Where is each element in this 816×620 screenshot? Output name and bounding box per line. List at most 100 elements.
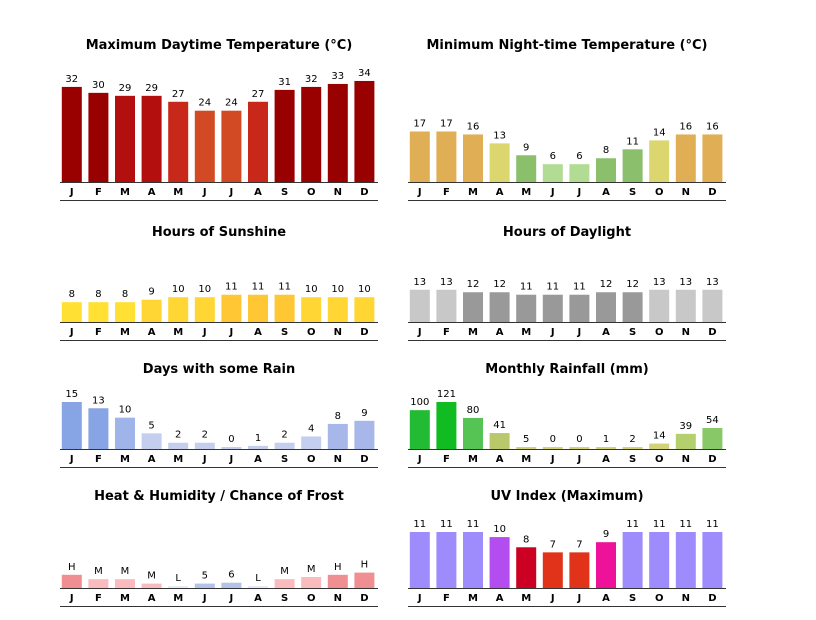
- tick-label: N: [334, 187, 342, 198]
- tick-label: O: [655, 187, 664, 198]
- tick-label: A: [602, 327, 610, 338]
- data-label: 121: [437, 389, 456, 400]
- tick-label: J: [69, 593, 74, 604]
- bar: [248, 586, 268, 588]
- data-label: 24: [225, 98, 238, 109]
- bar: [141, 433, 162, 449]
- data-label: 14: [653, 127, 666, 138]
- bar: [354, 80, 375, 182]
- bar: [327, 574, 348, 588]
- tick-label: A: [254, 454, 262, 465]
- data-label: 11: [653, 519, 666, 530]
- bar: [489, 433, 510, 449]
- tick-label: F: [443, 187, 450, 198]
- data-label: 11: [626, 519, 639, 530]
- bar: [596, 542, 616, 588]
- tick-label: F: [95, 187, 102, 198]
- chart-panel: Heat & Humidity / Chance of Frost H J M F M M M…: [60, 489, 378, 607]
- bar: [301, 86, 322, 182]
- chart-title: Hours of Daylight: [503, 225, 631, 240]
- chart-panel: Monthly Rainfall (mm) 100 J 121 F 80 M 41 A 5 M 0 J 0…: [408, 362, 726, 468]
- tick-label: D: [360, 327, 368, 338]
- data-label: 54: [706, 415, 719, 426]
- tick-label: S: [629, 454, 636, 465]
- bar: [542, 294, 563, 322]
- data-label: 15: [65, 389, 78, 400]
- data-label: 31: [278, 77, 291, 88]
- data-label: 100: [410, 397, 429, 408]
- data-label: 30: [92, 80, 105, 91]
- bar: [194, 442, 215, 449]
- tick-label: J: [69, 187, 74, 198]
- data-label: L: [175, 573, 181, 584]
- data-label: 11: [278, 282, 291, 293]
- bar: [61, 86, 82, 182]
- data-label: 11: [679, 519, 692, 530]
- tick-label: M: [468, 187, 478, 198]
- data-label: 9: [361, 408, 367, 419]
- data-label: 13: [92, 395, 105, 406]
- data-label: 24: [198, 98, 211, 109]
- chart-panel: UV Index (Maximum) 11 J 11 F 11 M 10 A 8 M 7 J 7 J 9 A 11…: [408, 489, 726, 607]
- data-label: M: [147, 571, 156, 582]
- bar: [221, 447, 242, 449]
- bar: [301, 577, 322, 588]
- bar: [168, 101, 189, 182]
- data-label: 13: [413, 277, 426, 288]
- bar: [596, 158, 616, 182]
- bar: [88, 579, 109, 588]
- bar: [354, 297, 375, 322]
- tick-label: A: [496, 187, 504, 198]
- bar: [542, 447, 563, 449]
- data-label: M: [280, 566, 289, 577]
- tick-label: A: [602, 187, 610, 198]
- bar: [516, 447, 537, 449]
- data-label: 11: [413, 519, 426, 530]
- data-label: 16: [706, 121, 719, 132]
- bar: [141, 95, 162, 182]
- bar: [61, 302, 82, 322]
- bar: [675, 289, 696, 322]
- bar: [141, 583, 162, 588]
- data-label: 14: [653, 431, 666, 442]
- bar: [274, 579, 295, 588]
- tick-label: S: [281, 327, 288, 338]
- tick-label: J: [202, 327, 207, 338]
- chart-title: Maximum Daytime Temperature (°C): [86, 38, 353, 53]
- bar: [221, 294, 242, 322]
- data-label: 11: [440, 519, 453, 530]
- tick-label: F: [95, 593, 102, 604]
- bar: [409, 532, 430, 588]
- tick-label: J: [229, 593, 234, 604]
- data-label: 4: [308, 423, 314, 434]
- data-label: 17: [440, 118, 453, 129]
- data-label: 8: [69, 289, 75, 300]
- bar: [301, 297, 322, 322]
- data-label: 9: [523, 142, 529, 153]
- data-label: 11: [467, 519, 480, 530]
- bar: [194, 297, 215, 322]
- data-label: H: [334, 562, 342, 573]
- data-label: 11: [225, 282, 238, 293]
- tick-label: A: [254, 593, 262, 604]
- tick-label: M: [521, 593, 531, 604]
- tick-label: M: [120, 327, 130, 338]
- bar: [463, 292, 483, 322]
- data-label: 32: [65, 74, 78, 85]
- data-label: M: [94, 566, 103, 577]
- bar: [649, 140, 670, 182]
- tick-label: A: [602, 593, 610, 604]
- tick-label: J: [577, 454, 582, 465]
- bar: [115, 579, 135, 588]
- tick-label: J: [577, 593, 582, 604]
- bar: [622, 149, 643, 182]
- chart-panel: Maximum Daytime Temperature (°C) 32 J 30 F 29…: [60, 38, 378, 201]
- data-label: H: [68, 562, 76, 573]
- bar: [542, 552, 563, 588]
- bar: [436, 289, 457, 322]
- bar: [675, 532, 696, 588]
- data-label: 10: [331, 284, 344, 295]
- tick-label: O: [307, 327, 316, 338]
- data-label: M: [121, 566, 130, 577]
